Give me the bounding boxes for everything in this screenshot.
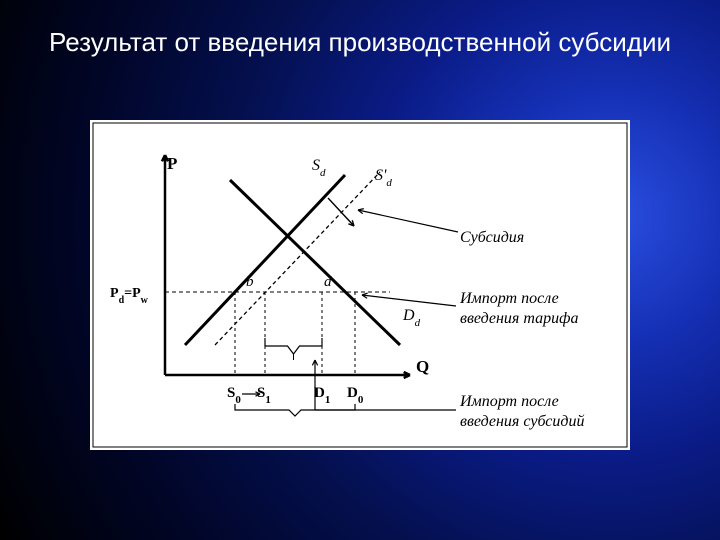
slide: Результат от введения производственной с… (0, 0, 720, 540)
x-tick-2: D1 (314, 385, 330, 406)
diagram-figure: P Q Pd=Pw Sd S'd Dd S0 S1 D1 D0 b d Субсидия Импорт п… (90, 120, 630, 450)
diagram-svg: P Q Pd=Pw Sd S'd Dd S0 S1 D1 D0 b d Субсидия Импорт п… (90, 120, 630, 450)
annotation-import-subsidy: Импорт после (459, 393, 559, 410)
curve-label-demand_Dd: Dd (402, 307, 421, 329)
x-tick-1: S1 (257, 385, 271, 406)
y-axis-label: P (167, 154, 177, 173)
curve-label-supply_Sdp: S'd (375, 167, 392, 189)
curve-label-supply_Sd: Sd (312, 157, 326, 179)
curve-supply_Sdp (215, 172, 380, 345)
curve-supply_Sd (185, 175, 345, 345)
annotation-import-tariff: Импорт после (459, 290, 559, 307)
x-tick-0: S0 (227, 385, 241, 406)
slide-title: Результат от введения производственной с… (0, 26, 720, 59)
point-label-d: d (324, 274, 332, 290)
annotation-subsidy: Субсидия (460, 229, 524, 246)
annotation-import-tariff-line2: введения тарифа (460, 310, 578, 327)
price-level-label: Pd=Pw (110, 286, 149, 306)
annotation-import-subsidy-line2: введения субсидий (460, 413, 584, 430)
x-axis-label: Q (416, 357, 429, 376)
point-label-b: b (246, 274, 254, 290)
x-tick-3: D0 (347, 385, 364, 406)
